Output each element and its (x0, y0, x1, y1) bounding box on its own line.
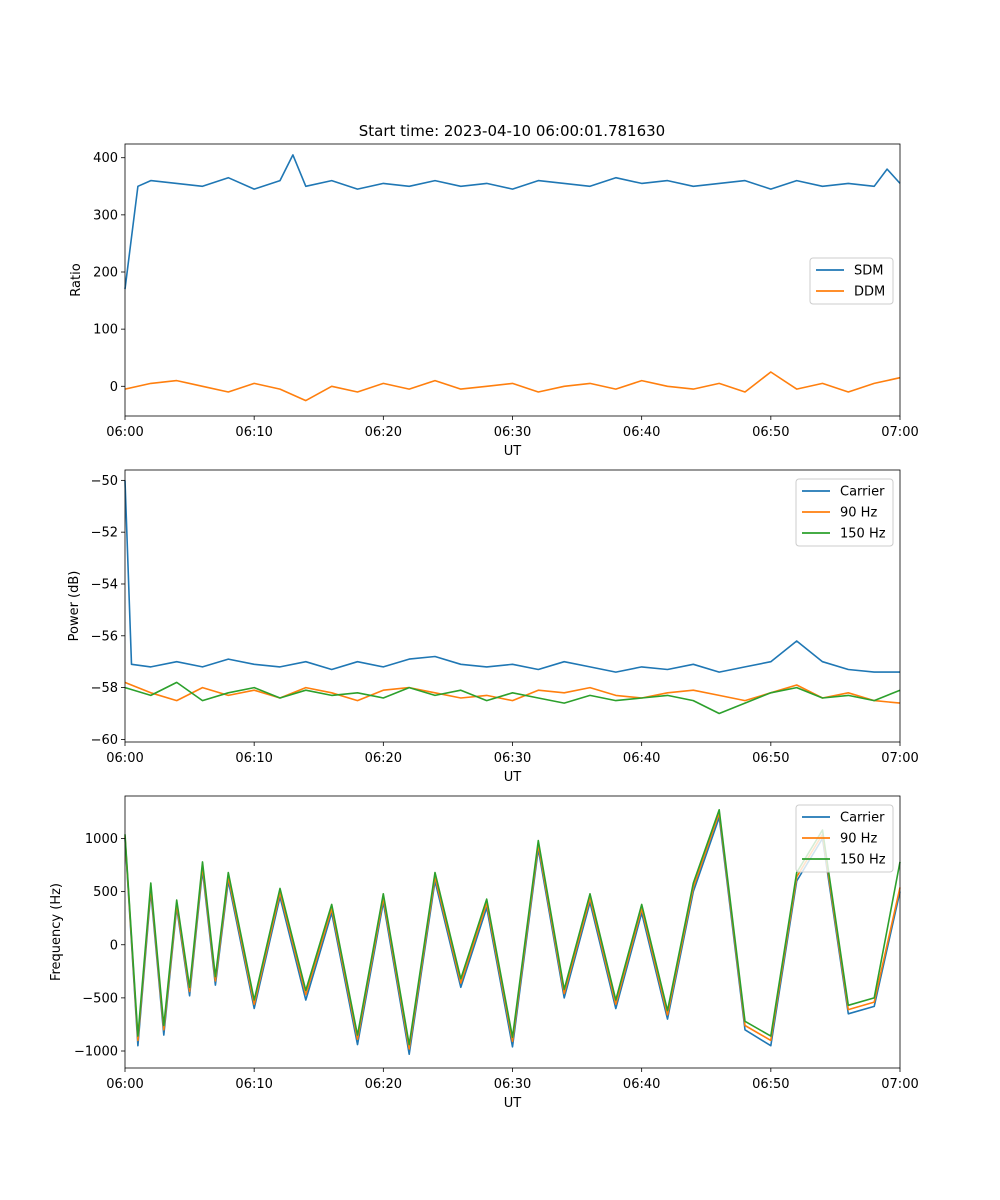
y-tick-label: 300 (93, 208, 118, 223)
legend-box (795, 804, 894, 873)
chart-3: 06:00 06:10 06:20 06:30 06:40 06:50 07:00 −1000… (49, 795, 919, 1111)
chart-1: 06:00 06:10 06:20 06:30 06:40 06:50 07:00 0 100 2… (69, 143, 919, 459)
legend-label: Carrier (840, 811, 885, 826)
y-tick-label: −60 (91, 733, 118, 748)
series-line-carrier (124, 480, 900, 673)
x-tick-label: 06:50 (752, 1077, 789, 1092)
legend-label: 90 Hz (840, 832, 877, 847)
legend-label: SDM (854, 264, 883, 279)
x-tick-label: 06:30 (494, 1077, 531, 1092)
series-line-90-hz (124, 812, 901, 1050)
y-tick-label: −1000 (74, 1045, 118, 1060)
x-tick-label: 06:10 (235, 425, 272, 440)
x-tick-label: 06:10 (235, 751, 272, 766)
legend-box (795, 478, 894, 547)
x-tick-label: 06:20 (365, 751, 402, 766)
series-line-ddm (124, 371, 901, 402)
series-line-150-hz (124, 808, 901, 1046)
x-tick-label: 06:00 (106, 425, 143, 440)
x-tick-label: 06:50 (752, 425, 789, 440)
x-tick-label: 06:00 (106, 751, 143, 766)
y-tick-label: 200 (93, 266, 118, 281)
y-tick-label: −58 (91, 681, 118, 696)
x-tick-label: 06:20 (365, 1077, 402, 1092)
x-tick-label: 06:10 (235, 1077, 272, 1092)
y-tick-label: −500 (82, 991, 118, 1006)
y-tick-label: 1000 (85, 832, 118, 847)
y-tick-label: −56 (91, 629, 118, 644)
x-tick-label: 07:00 (881, 425, 918, 440)
chart-2: 06:00 06:10 06:20 06:30 06:40 06:50 07:00 −60 −5… (67, 469, 919, 785)
y-tick-label: 0 (110, 380, 118, 395)
y-tick-label: 0 (110, 938, 118, 953)
x-tick-label: 06:30 (494, 425, 531, 440)
y-axis-label: Power (dB) (67, 571, 82, 642)
x-tick-label: 06:30 (494, 751, 531, 766)
series-line-sdm (124, 154, 901, 290)
x-tick-label: 06:00 (106, 1077, 143, 1092)
y-tick-label: 100 (93, 323, 118, 338)
x-axis-label: UT (504, 444, 522, 459)
legend-label: 150 Hz (840, 853, 886, 868)
series-line-150-hz (124, 681, 901, 715)
x-axis-label: UT (504, 770, 522, 785)
y-axis-label: Ratio (69, 263, 84, 296)
y-tick-label: 400 (93, 151, 118, 166)
x-tick-label: 06:40 (623, 425, 660, 440)
legend-label: 150 Hz (840, 527, 886, 542)
legend-label: DDM (854, 285, 885, 300)
x-tick-label: 06:20 (365, 425, 402, 440)
y-tick-label: −52 (91, 526, 118, 541)
legend: Carrier 90 Hz 150 Hz (795, 804, 894, 873)
x-tick-label: 07:00 (881, 751, 918, 766)
x-tick-label: 07:00 (881, 1077, 918, 1092)
legend: SDM DDM (809, 257, 894, 305)
legend: Carrier 90 Hz 150 Hz (795, 478, 894, 547)
y-axis-label: Frequency (Hz) (49, 883, 64, 981)
y-tick-label: 500 (93, 885, 118, 900)
legend-label: Carrier (840, 485, 885, 500)
x-tick-label: 06:40 (623, 751, 660, 766)
y-tick-label: −54 (91, 577, 118, 592)
x-tick-label: 06:40 (623, 1077, 660, 1092)
figure-title: Start time: 2023-04-10 06:00:01.781630 (359, 122, 665, 140)
axes-frame (124, 795, 901, 1069)
y-tick-label: −50 (91, 474, 118, 489)
axes-root: 06:00 06:10 06:20 06:30 06:40 06:50 07:00 0 100 2… (49, 143, 919, 1111)
x-axis-label: UT (504, 1096, 522, 1111)
x-tick-label: 06:50 (752, 751, 789, 766)
legend-label: 90 Hz (840, 506, 877, 521)
